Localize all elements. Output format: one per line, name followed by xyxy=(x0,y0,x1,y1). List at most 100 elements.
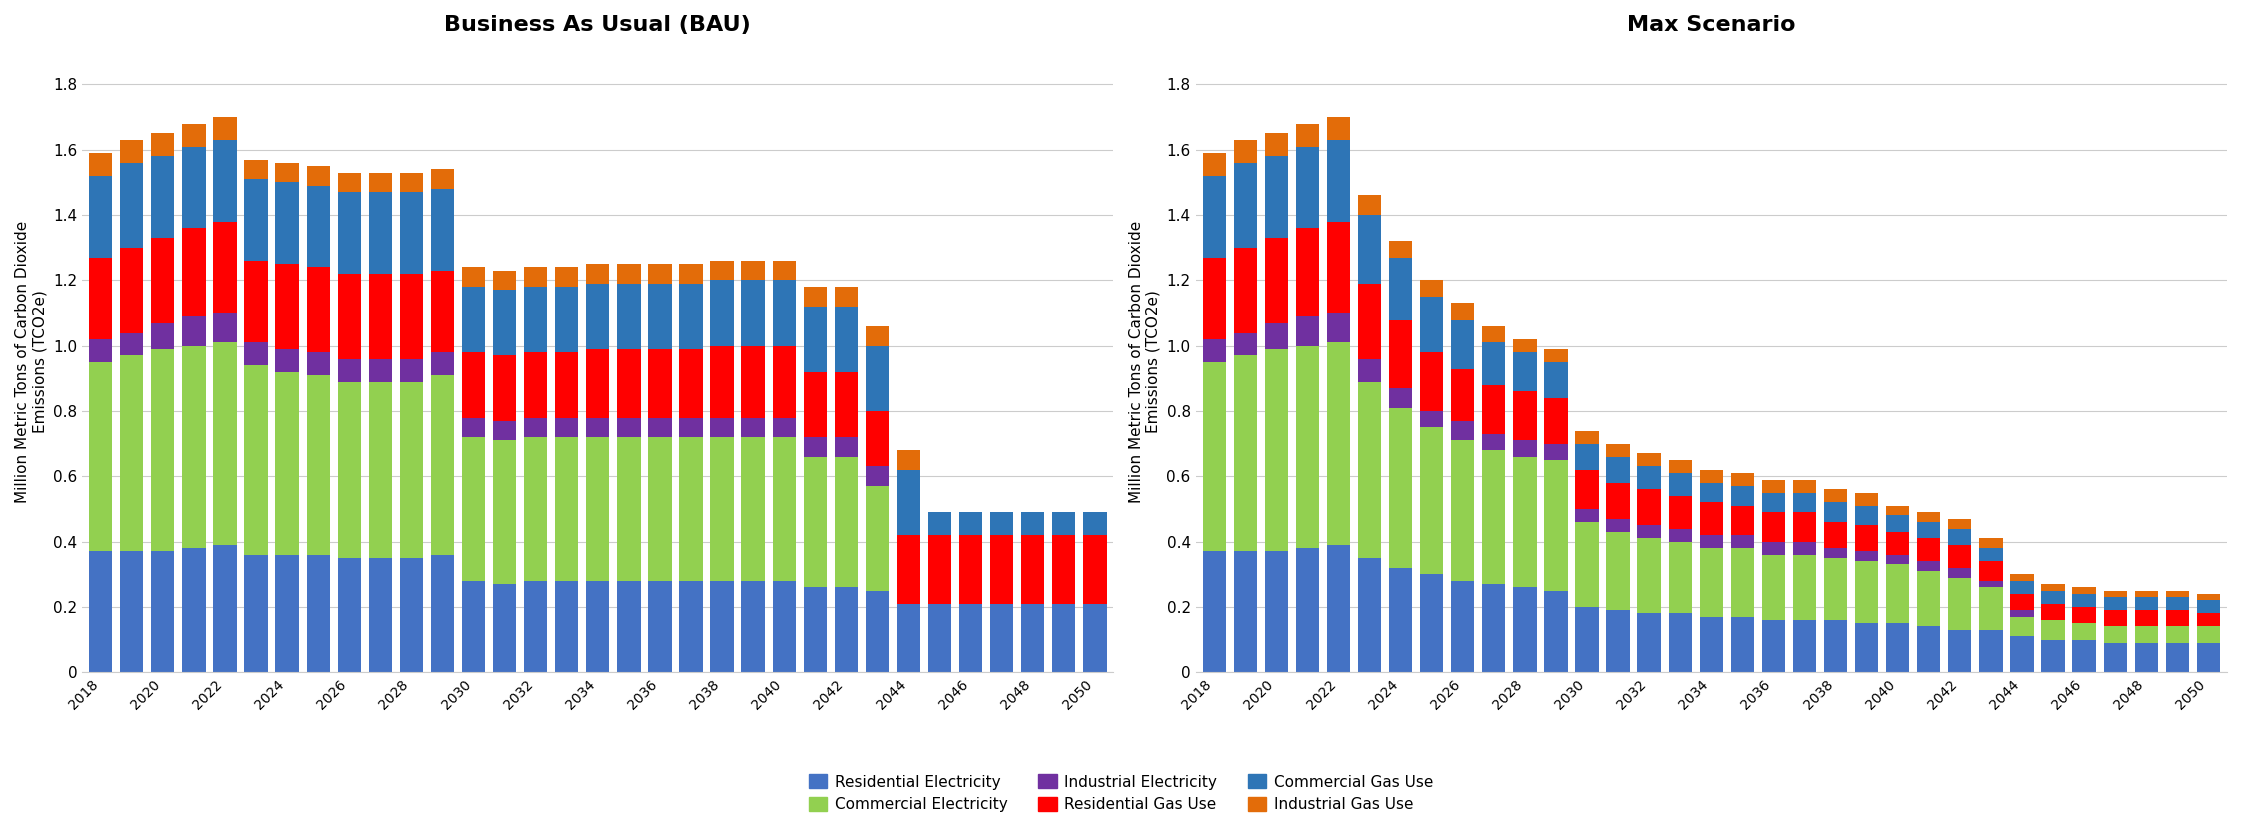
Bar xyxy=(307,375,330,554)
Bar xyxy=(368,192,392,274)
Bar xyxy=(803,287,827,306)
Bar xyxy=(1980,548,2002,561)
Bar xyxy=(150,238,175,323)
Bar xyxy=(339,558,361,672)
Bar xyxy=(1482,385,1504,434)
Bar xyxy=(1545,349,1567,362)
Bar xyxy=(556,287,578,352)
Bar xyxy=(585,349,610,417)
Bar xyxy=(339,173,361,192)
Bar xyxy=(1264,323,1287,349)
Bar xyxy=(1794,492,1816,512)
Bar xyxy=(1051,535,1076,604)
Bar xyxy=(1794,554,1816,620)
Bar xyxy=(865,486,890,591)
Bar xyxy=(307,166,330,186)
Bar xyxy=(679,264,702,283)
Bar xyxy=(150,156,175,238)
Bar xyxy=(493,355,516,420)
Bar xyxy=(1886,554,1910,564)
Bar xyxy=(1390,258,1412,320)
Bar xyxy=(1637,614,1661,672)
Bar xyxy=(1083,535,1108,604)
Bar xyxy=(834,287,859,306)
Bar xyxy=(462,287,484,352)
Bar xyxy=(1359,358,1381,382)
Bar xyxy=(2166,610,2188,626)
Bar xyxy=(1233,140,1258,163)
Bar xyxy=(90,362,112,552)
Bar xyxy=(1731,535,1753,548)
Bar xyxy=(1762,512,1785,542)
Bar xyxy=(1854,624,1879,672)
Bar xyxy=(2134,643,2157,672)
Bar xyxy=(773,437,796,581)
Bar xyxy=(213,343,238,545)
Bar xyxy=(182,228,206,316)
Bar xyxy=(1327,140,1350,221)
Bar xyxy=(276,163,298,183)
Bar xyxy=(1482,450,1504,584)
Bar xyxy=(307,186,330,268)
Bar xyxy=(585,581,610,672)
Bar xyxy=(1980,539,2002,548)
Bar xyxy=(648,283,673,349)
Bar xyxy=(1917,626,1939,672)
Bar xyxy=(1608,457,1630,483)
Bar xyxy=(1886,624,1910,672)
Bar xyxy=(1731,473,1753,486)
Bar xyxy=(2011,610,2033,617)
Bar xyxy=(244,343,267,365)
Bar xyxy=(1419,297,1444,352)
Bar xyxy=(213,313,238,343)
Bar xyxy=(1825,522,1847,548)
Bar xyxy=(493,271,516,290)
Bar xyxy=(1699,483,1722,502)
Bar xyxy=(399,382,424,558)
Bar xyxy=(1668,473,1693,496)
Bar xyxy=(834,587,859,672)
Bar xyxy=(865,467,890,486)
Bar xyxy=(711,437,733,581)
Bar xyxy=(1948,567,1971,577)
Bar xyxy=(1762,620,1785,672)
Bar xyxy=(1020,512,1045,535)
Bar xyxy=(1794,542,1816,554)
Bar xyxy=(399,558,424,672)
Bar xyxy=(1576,444,1599,470)
Bar xyxy=(897,450,919,470)
Bar xyxy=(121,140,143,163)
Bar xyxy=(991,512,1013,535)
Bar xyxy=(1451,581,1475,672)
Bar xyxy=(1296,124,1318,146)
Bar xyxy=(2011,574,2033,581)
Bar xyxy=(1917,512,1939,522)
Bar xyxy=(773,581,796,672)
Bar xyxy=(1980,629,2002,672)
Bar xyxy=(928,604,951,672)
Bar xyxy=(1202,258,1226,339)
Bar xyxy=(121,333,143,355)
Title: Max Scenario: Max Scenario xyxy=(1628,15,1796,35)
Bar xyxy=(834,437,859,457)
Bar xyxy=(648,349,673,417)
Bar xyxy=(1296,346,1318,548)
Bar xyxy=(1668,542,1693,614)
Bar xyxy=(1359,283,1381,358)
Bar xyxy=(1390,567,1412,672)
Bar xyxy=(773,261,796,280)
Bar xyxy=(2197,626,2220,643)
Bar xyxy=(430,169,455,189)
Bar xyxy=(834,372,859,437)
Bar xyxy=(1482,326,1504,343)
Bar xyxy=(1794,480,1816,492)
Bar xyxy=(1699,470,1722,483)
Bar xyxy=(462,268,484,287)
Bar xyxy=(865,326,890,346)
Bar xyxy=(121,355,143,552)
Bar xyxy=(1762,492,1785,512)
Bar xyxy=(1296,316,1318,346)
Bar xyxy=(1637,539,1661,614)
Bar xyxy=(1948,545,1971,567)
Bar xyxy=(742,346,765,417)
